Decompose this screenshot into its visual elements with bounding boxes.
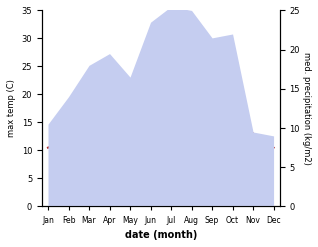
X-axis label: date (month): date (month) <box>125 230 197 240</box>
Y-axis label: max temp (C): max temp (C) <box>7 80 16 137</box>
Y-axis label: med. precipitation (kg/m2): med. precipitation (kg/m2) <box>302 52 311 165</box>
